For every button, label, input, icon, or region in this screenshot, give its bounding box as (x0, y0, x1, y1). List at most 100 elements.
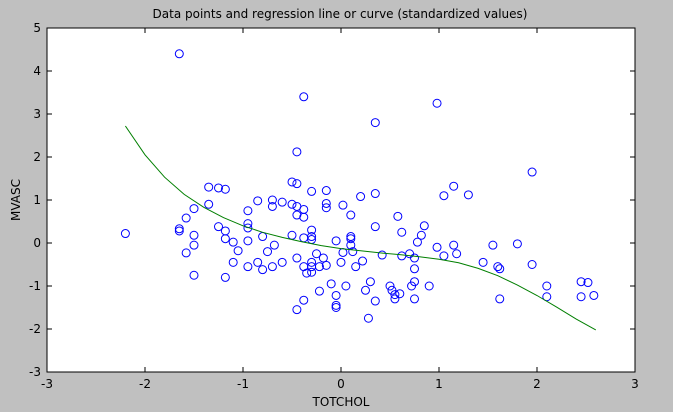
chart-title: Data points and regression line or curve… (153, 7, 528, 21)
data-point (527, 167, 537, 177)
data-point (189, 240, 199, 250)
data-point (576, 292, 586, 302)
data-point (432, 242, 442, 252)
data-point (495, 294, 505, 304)
data-point (365, 277, 375, 287)
data-point (220, 184, 230, 194)
x-tick-label: 3 (631, 377, 639, 391)
y-axis-label: MVASC (9, 179, 23, 221)
data-point (189, 204, 199, 214)
data-point (314, 286, 324, 296)
data-point (326, 279, 336, 289)
data-point (331, 303, 341, 312)
data-point (292, 147, 302, 157)
regression-curve (124, 125, 597, 331)
x-axis-ticks: -3 -2 -1 0 1 2 3 (41, 28, 639, 391)
data-point (463, 190, 473, 200)
data-point (267, 195, 277, 205)
data-point (214, 222, 223, 232)
data-point (424, 281, 434, 291)
data-point (341, 281, 351, 291)
data-point (277, 257, 287, 267)
data-point (204, 199, 214, 209)
data-point (512, 239, 522, 249)
data-point (385, 281, 395, 291)
x-tick-label: -2 (139, 377, 151, 391)
y-tick-label: 3 (33, 107, 41, 121)
data-point (307, 267, 317, 277)
data-point (395, 289, 405, 299)
data-point (181, 213, 191, 223)
data-point (299, 295, 309, 305)
data-point (287, 199, 297, 209)
data-point (189, 230, 199, 240)
data-point (321, 260, 331, 270)
data-point (243, 206, 253, 216)
data-point (576, 277, 586, 287)
data-point (390, 290, 400, 300)
data-point (331, 300, 341, 310)
data-point (370, 189, 380, 199)
data-point (302, 268, 312, 278)
data-point (263, 247, 272, 257)
x-tick-label: 2 (533, 377, 541, 391)
data-point (220, 234, 230, 244)
data-point (228, 257, 238, 267)
y-tick-label: -3 (29, 365, 41, 379)
data-point (410, 294, 419, 304)
data-point (321, 203, 331, 213)
data-point (397, 227, 407, 237)
data-point (314, 262, 324, 272)
data-point (321, 186, 331, 196)
data-point (307, 225, 317, 235)
data-point (312, 249, 321, 259)
y-tick-label: 2 (33, 150, 41, 164)
y-axis-ticks: -3 -2 -1 0 1 2 3 4 5 (29, 21, 635, 379)
y-tick-label: 5 (33, 21, 41, 35)
data-point (174, 226, 184, 236)
data-point (495, 264, 505, 274)
data-point (253, 257, 263, 267)
data-point (331, 236, 341, 246)
data-point (346, 234, 356, 244)
data-point (527, 260, 537, 269)
data-point (449, 240, 459, 250)
y-tick-label: 1 (33, 193, 41, 207)
data-point (370, 296, 380, 306)
y-tick-label: -2 (29, 322, 41, 336)
data-point (331, 290, 341, 300)
data-point (478, 257, 488, 267)
data-point (267, 262, 277, 272)
y-tick-label: 4 (33, 64, 41, 78)
data-point (181, 248, 191, 258)
data-point (377, 250, 387, 260)
data-point (390, 294, 400, 304)
data-point (292, 305, 302, 315)
y-tick-label: 0 (33, 236, 41, 250)
data-point (307, 186, 317, 196)
data-point (321, 198, 331, 208)
data-point (243, 223, 253, 233)
data-point (174, 49, 184, 59)
data-point (204, 182, 214, 192)
data-point (299, 212, 309, 222)
data-point (292, 210, 302, 220)
data-point (292, 253, 302, 263)
data-point (346, 210, 356, 220)
data-point (233, 246, 243, 256)
data-point (412, 237, 422, 247)
data-point (253, 196, 263, 206)
data-point (258, 265, 268, 275)
data-point (416, 230, 426, 240)
data-point (228, 237, 238, 247)
data-point (432, 98, 442, 108)
x-tick-label: -3 (41, 377, 53, 391)
x-tick-label: 0 (337, 377, 345, 391)
data-point (299, 92, 309, 102)
data-point (338, 200, 348, 210)
data-point (393, 211, 403, 221)
data-point (267, 201, 277, 211)
data-point (120, 229, 130, 239)
data-point (292, 179, 302, 189)
